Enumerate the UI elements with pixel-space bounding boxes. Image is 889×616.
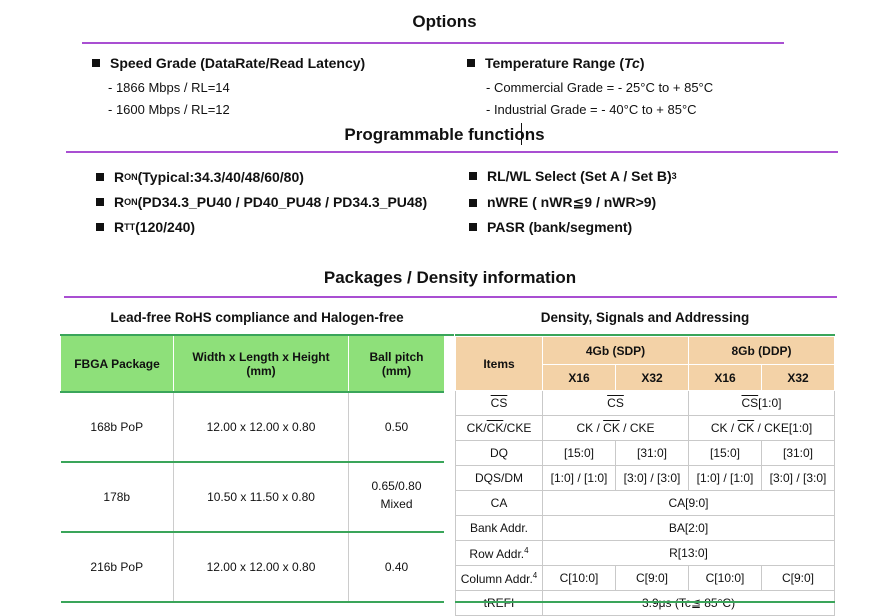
density-subheader-row: X16 X32 X16 X32 [456,364,835,391]
header-fbga: FBGA Package [60,336,174,393]
value-cell: [3:0] / [3:0] [615,465,689,491]
header-x32: X32 [761,364,835,391]
temperature-item: - Commercial Grade = - 25°C to + 85°C [486,80,714,95]
table-row: tREFI 3.9μs (Tc≦ 85°C) [455,590,835,616]
bullet-icon [469,172,477,180]
item-cell: CK/CK/CKE [455,415,543,441]
item-cell: CS [455,390,543,416]
table-row: 168b PoP 12.00 x 12.00 x 0.80 0.50 [60,392,444,463]
options-divider [82,42,784,44]
package-table: FBGA Package Width x Length x Height (mm)… [60,336,444,603]
right-table-top-rule [455,334,835,336]
value-cell: CS[1:0] [688,390,835,416]
bullet-icon [96,223,104,231]
header-x16: X16 [688,364,762,391]
value-cell: C[10:0] [688,565,762,591]
nwre: nWRE ( nWR≦9 / nWR>9) [469,194,656,211]
value-cell: R[13:0] [542,540,835,566]
package-cell: 178b [60,462,174,533]
right-table-caption: Density, Signals and Addressing [540,310,750,325]
table-row: CK/CK/CKE CK / CK / CKE CK / CK / CKE[1:… [455,415,835,441]
value-cell: [1:0] / [1:0] [542,465,616,491]
table-row: 216b PoP 12.00 x 12.00 x 0.80 0.40 [60,532,444,603]
item-cell: Row Addr.4 [455,540,543,566]
table-row: Row Addr.4 R[13:0] [455,540,835,566]
item-cell: Bank Addr. [455,515,543,541]
value-cell: [15:0] [688,440,762,466]
item-cell: Column Addr.4 [455,565,543,591]
options-heading: Options [412,12,477,31]
bullet-icon [96,173,104,181]
value-cell: CK / CK / CKE [542,415,689,441]
programmable-divider [66,151,838,153]
rtt-values: R TT (120/240) [96,219,195,235]
speed-grade-title: Speed Grade (DataRate/Read Latency) [92,55,365,71]
value-cell: [1:0] / [1:0] [688,465,762,491]
value-cell: CS [542,390,689,416]
temperature-title: Temperature Range (Tc) [467,55,645,71]
table-row: CA CA[9:0] [455,490,835,516]
item-cell: CA [455,490,543,516]
item-cell: DQ [455,440,543,466]
right-table-bottom-rule [455,601,835,603]
packages-divider [64,296,837,298]
bullet-icon [469,223,477,231]
header-x16: X16 [542,364,616,391]
value-cell: C[9:0] [761,565,835,591]
value-cell: [31:0] [761,440,835,466]
pasr: PASR (bank/segment) [469,219,632,235]
value-cell: BA[2:0] [542,515,835,541]
bullet-icon [469,198,477,207]
density-header-row: Items 4Gb (SDP) 8Gb (DDP) [455,336,835,391]
value-cell: [3:0] / [3:0] [761,465,835,491]
density-table: Items 4Gb (SDP) 8Gb (DDP) X16 X32 X16 X3… [455,336,835,616]
header-ball-pitch: Ball pitch (mm) [348,336,444,393]
value-cell: CK / CK / CKE[1:0] [688,415,835,441]
bullet-icon [467,59,475,67]
dimensions-cell: 12.00 x 12.00 x 0.80 [173,392,349,463]
left-table-caption: Lead-free RoHS compliance and Halogen-fr… [110,310,404,325]
header-x32: X32 [615,364,689,391]
value-cell: C[9:0] [615,565,689,591]
dimensions-cell: 12.00 x 12.00 x 0.80 [173,532,349,603]
table-row: 178b 10.50 x 11.50 x 0.80 0.65/0.80 Mixed [60,462,444,533]
package-cell: 216b PoP [60,532,174,603]
table-row: DQS/DM [1:0] / [1:0] [3:0] / [3:0] [1:0]… [455,465,835,491]
temperature-item: - Industrial Grade = - 40°C to + 85°C [486,102,697,117]
table-row: Column Addr.4 C[10:0] C[9:0] C[10:0] C[9… [455,565,835,591]
header-dimensions: Width x Length x Height (mm) [173,336,349,393]
dimensions-cell: 10.50 x 11.50 x 0.80 [173,462,349,533]
rl-wl-select: RL/WL Select (Set A / Set B) 3 [469,168,677,184]
pitch-cell: 0.50 [348,392,444,463]
header-4gb: 4Gb (SDP) [542,336,689,365]
table-row: Bank Addr. BA[2:0] [455,515,835,541]
value-cell: CA[9:0] [542,490,835,516]
pitch-cell: 0.40 [348,532,444,603]
package-header-row: FBGA Package Width x Length x Height (mm)… [60,336,444,393]
left-table-top-rule [60,334,454,336]
item-cell: DQS/DM [455,465,543,491]
header-items: Items [455,336,543,391]
speed-item: - 1866 Mbps / RL=14 [108,80,230,95]
packages-heading: Packages / Density information [323,268,577,287]
text-cursor [521,123,522,145]
pitch-cell: 0.65/0.80 Mixed [348,462,444,533]
ron-typical: R ON (Typical:34.3/40/48/60/80) [96,169,304,185]
ron-pd-pu: R ON (PD34.3_PU40 / PD40_PU48 / PD34.3_PU… [96,194,427,210]
value-cell: [31:0] [615,440,689,466]
speed-item: - 1600 Mbps / RL=12 [108,102,230,117]
value-cell: 3.9μs (Tc≦ 85°C) [542,590,835,616]
table-row: CS CS CS[1:0] [455,390,835,416]
item-cell: tREFI [455,590,543,616]
bullet-icon [96,198,104,206]
programmable-heading: Programmable functions [344,125,545,144]
header-8gb: 8Gb (DDP) [688,336,835,365]
bullet-icon [92,59,100,67]
value-cell: C[10:0] [542,565,616,591]
value-cell: [15:0] [542,440,616,466]
package-cell: 168b PoP [60,392,174,463]
table-row: DQ [15:0] [31:0] [15:0] [31:0] [455,440,835,466]
